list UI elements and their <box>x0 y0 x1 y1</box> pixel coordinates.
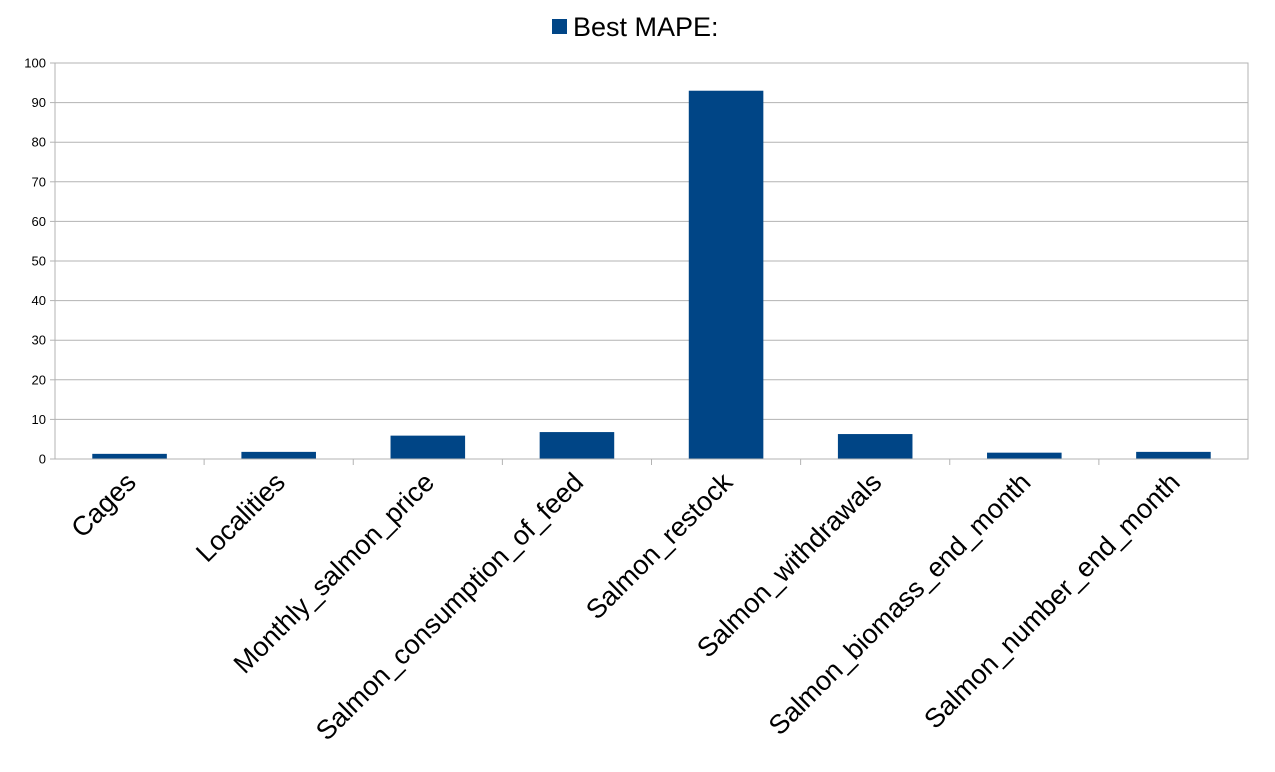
bar <box>92 453 167 459</box>
x-tick-label: Cages <box>65 467 141 543</box>
gridlines <box>55 62 1248 460</box>
x-tick-label: Salmon_consumption_of_feed <box>310 467 589 746</box>
y-tick-label: 20 <box>32 372 46 387</box>
y-tick-label: 0 <box>39 452 46 467</box>
axes <box>50 62 1249 465</box>
x-tick-labels: Cages LocalitiesMonthly_salmon_priceSalmo… <box>65 467 1185 746</box>
y-tick-label: 80 <box>32 135 46 150</box>
y-tick-label: 70 <box>32 174 46 189</box>
legend-swatch <box>552 19 567 34</box>
bar <box>837 434 913 459</box>
y-tick-label: 100 <box>24 56 46 71</box>
y-tick-label: 50 <box>32 254 46 269</box>
y-tick-label: 60 <box>32 214 46 229</box>
y-tick-label: 40 <box>32 293 46 308</box>
bar <box>390 435 466 459</box>
bar <box>987 452 1062 459</box>
bar <box>688 90 764 459</box>
x-tick-label: Salmon_biomass_end_month <box>763 467 1037 741</box>
y-tick-label: 90 <box>32 95 46 110</box>
bar <box>1136 451 1211 459</box>
y-tick-labels: 0 10 20 30 40 50 60 70 80 90 100 <box>24 56 46 467</box>
y-tick-label: 30 <box>32 333 46 348</box>
bars <box>92 90 1211 459</box>
x-tick-label: Salmon_number_end_month <box>918 467 1185 734</box>
y-tick-label: 10 <box>32 412 46 427</box>
bar <box>241 451 316 459</box>
x-tick-label: Localities <box>190 467 291 568</box>
bar <box>539 432 615 459</box>
x-tick-label: Salmon_restock <box>580 467 738 625</box>
legend: Best MAPE: <box>552 12 719 42</box>
legend-label: Best MAPE: <box>573 12 719 42</box>
